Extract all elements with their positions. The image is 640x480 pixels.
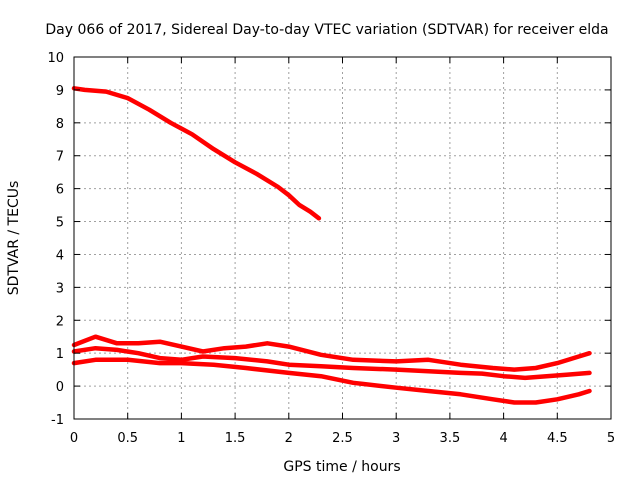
x-tick-label: 4 [499, 431, 507, 446]
x-tick-label: 0 [70, 431, 78, 446]
x-tick-label: 4.5 [547, 431, 568, 446]
x-tick-label: 3.5 [440, 431, 461, 446]
series-line-3 [71, 345, 592, 381]
x-tick-label: 5 [607, 431, 615, 446]
series-line-1 [71, 86, 322, 221]
y-tick-label: 3 [56, 281, 64, 296]
y-tick-label: 9 [56, 84, 64, 99]
x-tick-label: 0.5 [117, 431, 138, 446]
x-tick-label: 1.5 [225, 431, 246, 446]
y-tick-label: -1 [51, 413, 64, 428]
y-tick-label: 1 [56, 347, 64, 362]
x-tick-label: 2 [285, 431, 293, 446]
grid [74, 57, 611, 419]
x-axis-title: GPS time / hours [283, 459, 400, 475]
y-axis-ticks: -1 0 1 2 3 4 5 6 7 8 9 10 [47, 51, 611, 428]
y-tick-label: 4 [56, 248, 64, 263]
y-tick-label: 5 [56, 216, 64, 231]
y-tick-label: 6 [56, 183, 64, 198]
y-tick-label: 10 [47, 51, 64, 66]
x-tick-label: 2.5 [332, 431, 353, 446]
series-group [71, 86, 592, 405]
y-tick-label: 0 [56, 380, 64, 395]
series-line-2 [71, 334, 592, 372]
y-tick-label: 2 [56, 314, 64, 329]
x-tick-label: 3 [392, 431, 400, 446]
series-line-4 [71, 357, 592, 405]
y-tick-label: 7 [56, 150, 64, 165]
y-tick-label: 8 [56, 117, 64, 132]
chart-title: Day 066 of 2017, Sidereal Day-to-day VTE… [45, 22, 608, 38]
x-axis-ticks: 0 0.5 1 1.5 2 2.5 3 3.5 4 4.5 5 [70, 57, 615, 446]
y-axis-title: SDTVAR / TECUs [6, 181, 22, 296]
x-tick-label: 1 [177, 431, 185, 446]
